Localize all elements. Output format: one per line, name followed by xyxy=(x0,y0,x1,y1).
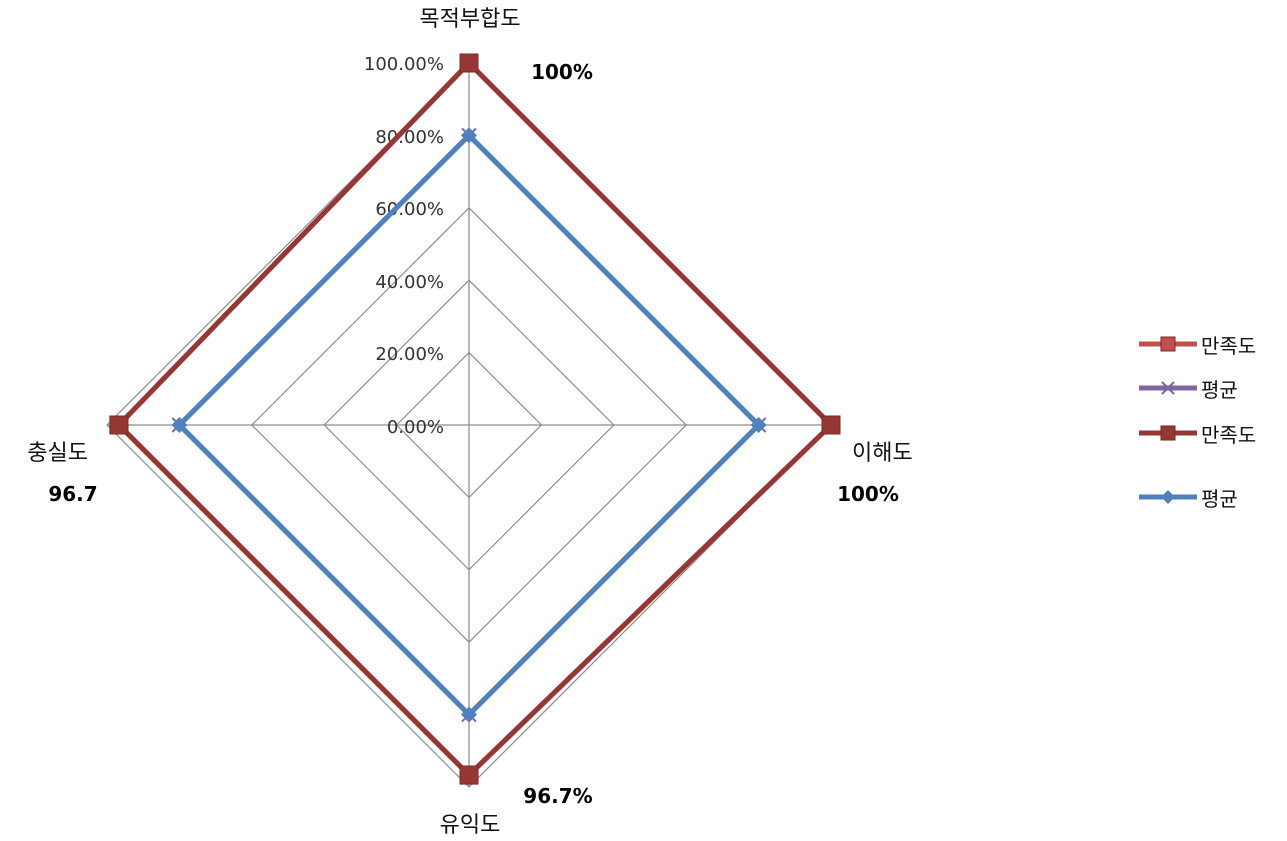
legend-item-2: 만족도 xyxy=(1139,423,1256,447)
series-3-point-0 xyxy=(461,127,477,144)
series-0 xyxy=(109,53,841,785)
series-2-point-2 xyxy=(459,765,479,785)
data-label-top: 100% xyxy=(531,60,593,84)
legend: 만족도 평균 만족도 평균 xyxy=(1139,334,1256,511)
legend-label-0: 만족도 xyxy=(1201,334,1256,358)
tick-label-1: 20.00% xyxy=(375,344,444,365)
tick-label-4: 80.00% xyxy=(375,127,444,148)
series-2-point-0 xyxy=(459,53,479,73)
series-3 xyxy=(171,127,767,723)
tick-label-2: 40.00% xyxy=(375,272,444,293)
data-label-bottom: 96.7% xyxy=(523,784,592,808)
category-label-right: 이해도 xyxy=(852,441,913,466)
legend-swatch-1 xyxy=(1139,381,1197,395)
radar-grid xyxy=(106,62,832,788)
legend-marker-3 xyxy=(1161,490,1175,504)
legend-swatch-3 xyxy=(1139,490,1197,504)
category-label-left: 충실도 xyxy=(27,441,88,466)
legend-swatch-2 xyxy=(1139,425,1197,441)
series-layer xyxy=(109,53,841,785)
series-2-point-3 xyxy=(109,415,129,435)
series-3-point-2 xyxy=(461,706,477,723)
category-label-top: 목적부합도 xyxy=(419,7,520,32)
legend-item-1: 평균 xyxy=(1139,378,1238,402)
series-2 xyxy=(109,53,841,785)
series-2-point-1 xyxy=(821,415,841,435)
legend-marker-1 xyxy=(1161,381,1175,395)
category-label-bottom: 유익도 xyxy=(440,813,501,838)
legend-marker-0 xyxy=(1160,336,1176,352)
series-3-point-3 xyxy=(171,417,188,433)
tick-label-5: 100.00% xyxy=(364,54,444,75)
tick-labels: 0.00% 20.00% 40.00% 60.00% 80.00% 100.00… xyxy=(364,54,444,438)
series-line-2 xyxy=(115,59,835,779)
series-3-point-1 xyxy=(750,417,767,433)
legend-swatch-0 xyxy=(1139,336,1197,352)
legend-label-1: 평균 xyxy=(1201,378,1238,402)
legend-item-0: 만족도 xyxy=(1139,334,1256,358)
legend-label-3: 평균 xyxy=(1201,487,1238,511)
legend-label-2: 만족도 xyxy=(1201,423,1256,447)
series-line-0 xyxy=(115,59,835,779)
legend-item-3: 평균 xyxy=(1139,487,1238,511)
data-labels: 100% 100% 96.7% 96.7 xyxy=(48,60,899,808)
data-label-left: 96.7 xyxy=(48,482,97,506)
data-label-right: 100% xyxy=(837,482,899,506)
tick-label-0: 0.00% xyxy=(387,417,444,438)
category-labels: 목적부합도 이해도 유익도 충실도 xyxy=(27,7,912,838)
legend-marker-2 xyxy=(1160,425,1176,441)
